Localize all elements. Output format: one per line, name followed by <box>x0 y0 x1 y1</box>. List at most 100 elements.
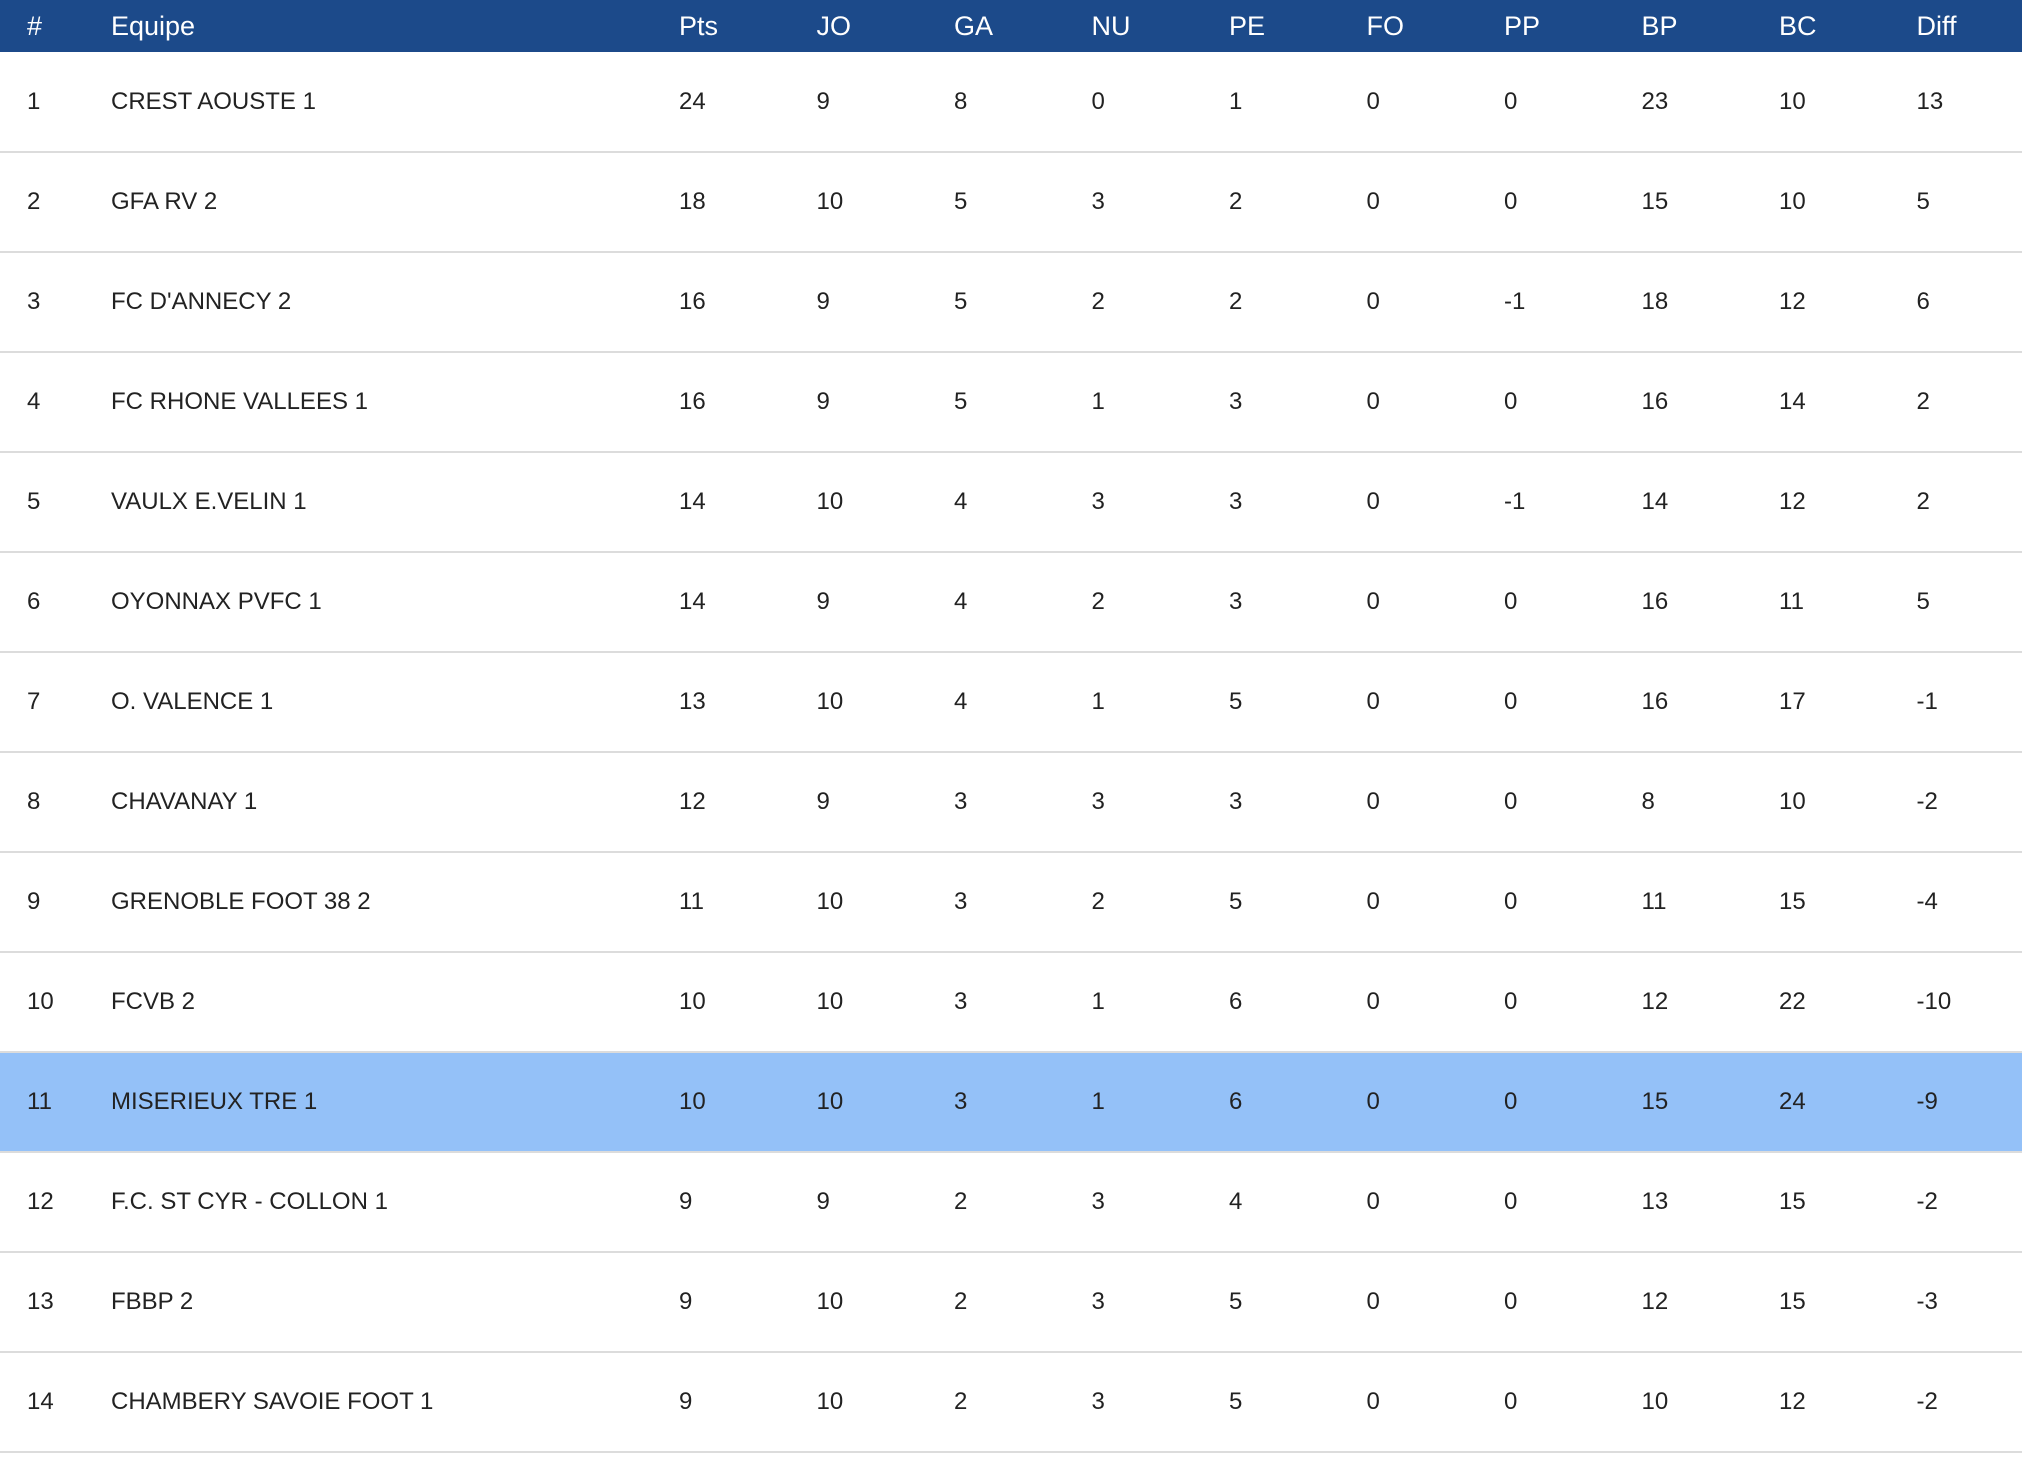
cell-ga: 8 <box>954 87 968 115</box>
cell-jo: 10 <box>816 188 844 215</box>
header-jo[interactable]: JO <box>816 10 852 41</box>
cell-jo: 9 <box>816 87 830 115</box>
cell-pts: 9 <box>679 1388 693 1415</box>
cell-pp: 0 <box>1504 188 1518 215</box>
cell-jo: 10 <box>816 488 844 515</box>
cell-rank: 3 <box>27 288 41 315</box>
cell-diff: 5 <box>1916 188 1930 215</box>
cell-team[interactable]: CHAVANAY 1 <box>111 788 258 815</box>
cell-bp: 12 <box>1641 1288 1669 1315</box>
cell-bp: 8 <box>1641 788 1655 815</box>
cell-jo: 9 <box>816 1188 830 1215</box>
cell-pe: 2 <box>1229 288 1243 315</box>
table-row[interactable]: 11 MISERIEUX TRE 1 10 10 3 1 6 0 0 15 24 -9 <box>0 1052 2022 1152</box>
cell-ga: 5 <box>954 188 968 215</box>
table-row[interactable]: 3 FC D'ANNECY 2 16 9 5 2 2 0 -1 18 12 6 <box>0 252 2022 352</box>
header-diff[interactable]: Diff <box>1916 10 1957 41</box>
cell-pe: 3 <box>1229 488 1243 515</box>
cell-diff: -9 <box>1916 1088 1938 1115</box>
cell-fo: 0 <box>1366 288 1380 315</box>
cell-pp: 0 <box>1504 588 1518 615</box>
cell-rank: 7 <box>27 688 41 715</box>
cell-pp: 0 <box>1504 788 1518 815</box>
cell-team[interactable]: VAULX E.VELIN 1 <box>111 488 307 515</box>
header-ga[interactable]: GA <box>954 10 994 41</box>
cell-fo: 0 <box>1366 888 1380 915</box>
table-row[interactable]: 8 CHAVANAY 1 12 9 3 3 3 0 0 8 10 -2 <box>0 752 2022 852</box>
cell-team[interactable]: CREST AOUSTE 1 <box>111 87 316 115</box>
header-pp[interactable]: PP <box>1504 10 1541 41</box>
table-row[interactable]: 12 F.C. ST CYR - COLLON 1 9 9 2 3 4 0 0 13 15 -2 <box>0 1152 2022 1252</box>
header-nu[interactable]: NU <box>1091 10 1131 41</box>
header-pe[interactable]: PE <box>1229 10 1266 41</box>
cell-bc: 15 <box>1779 1288 1806 1315</box>
cell-bc: 12 <box>1779 1388 1806 1415</box>
cell-bp: 11 <box>1641 888 1667 915</box>
cell-diff: -10 <box>1916 988 1952 1015</box>
cell-team[interactable]: FBBP 2 <box>111 1288 194 1315</box>
cell-team[interactable]: FC D'ANNECY 2 <box>111 288 292 315</box>
cell-jo: 10 <box>816 988 844 1015</box>
table-row[interactable]: 2 GFA RV 2 18 10 5 3 2 0 0 15 10 5 <box>0 152 2022 252</box>
cell-pe: 6 <box>1229 1088 1243 1115</box>
cell-team[interactable]: FCVB 2 <box>111 988 196 1015</box>
cell-jo: 10 <box>816 688 844 715</box>
cell-bp: 14 <box>1641 488 1669 515</box>
cell-nu: 1 <box>1091 688 1105 715</box>
cell-diff: 2 <box>1916 388 1930 415</box>
cell-fo: 0 <box>1366 788 1380 815</box>
table-row[interactable]: 4 FC RHONE VALLEES 1 16 9 5 1 3 0 0 16 14 2 <box>0 352 2022 452</box>
cell-team[interactable]: FC RHONE VALLEES 1 <box>111 388 368 415</box>
table-row[interactable]: 10 FCVB 2 10 10 3 1 6 0 0 12 22 -10 <box>0 952 2022 1052</box>
cell-diff: -3 <box>1916 1288 1938 1315</box>
header-rank[interactable]: # <box>27 10 43 41</box>
table-row[interactable]: 14 CHAMBERY SAVOIE FOOT 1 9 10 2 3 5 0 0 10 12 -2 <box>0 1352 2022 1452</box>
cell-pp: 0 <box>1504 1188 1518 1215</box>
cell-pts: 14 <box>679 488 706 515</box>
cell-fo: 0 <box>1366 188 1380 215</box>
cell-fo: 0 <box>1366 388 1380 415</box>
header-bc[interactable]: BC <box>1779 10 1817 41</box>
table-row[interactable]: 7 O. VALENCE 1 13 10 4 1 5 0 0 16 17 -1 <box>0 652 2022 752</box>
cell-team[interactable]: GFA RV 2 <box>111 188 218 215</box>
cell-pp: -1 <box>1504 288 1526 315</box>
cell-team[interactable]: GRENOBLE FOOT 38 2 <box>111 888 371 915</box>
cell-team[interactable]: O. VALENCE 1 <box>111 688 274 715</box>
cell-nu: 3 <box>1091 788 1105 815</box>
cell-bc: 10 <box>1779 87 1806 115</box>
cell-team[interactable]: OYONNAX PVFC 1 <box>111 588 322 615</box>
cell-pe: 3 <box>1229 788 1243 815</box>
header-pts[interactable]: Pts <box>679 10 719 41</box>
table-row[interactable]: 5 VAULX E.VELIN 1 14 10 4 3 3 0 -1 14 12 2 <box>0 452 2022 552</box>
cell-pp: 0 <box>1504 87 1518 115</box>
table-row[interactable]: 13 FBBP 2 9 10 2 3 5 0 0 12 15 -3 <box>0 1252 2022 1352</box>
table-row[interactable]: 6 OYONNAX PVFC 1 14 9 4 2 3 0 0 16 11 5 <box>0 552 2022 652</box>
cell-team[interactable]: F.C. ST CYR - COLLON 1 <box>111 1188 388 1215</box>
cell-jo: 10 <box>816 1288 844 1315</box>
header-bp[interactable]: BP <box>1641 10 1678 41</box>
cell-pts: 11 <box>679 888 704 915</box>
cell-diff: -2 <box>1916 1188 1938 1215</box>
cell-pp: 0 <box>1504 1388 1518 1415</box>
cell-nu: 3 <box>1091 1188 1105 1215</box>
cell-diff: -2 <box>1916 1388 1938 1415</box>
cell-team[interactable]: CHAMBERY SAVOIE FOOT 1 <box>111 1388 434 1415</box>
cell-ga: 4 <box>954 688 968 715</box>
cell-pp: 0 <box>1504 988 1518 1015</box>
header-fo[interactable]: FO <box>1366 10 1405 41</box>
table-row[interactable]: 9 GRENOBLE FOOT 38 2 11 10 3 2 5 0 0 11 15 -4 <box>0 852 2022 952</box>
cell-nu: 2 <box>1091 888 1105 915</box>
cell-pe: 5 <box>1229 888 1243 915</box>
cell-team[interactable]: MISERIEUX TRE 1 <box>111 1088 318 1115</box>
header-team[interactable]: Equipe <box>111 10 196 41</box>
cell-pp: 0 <box>1504 1088 1518 1115</box>
cell-pts: 16 <box>679 388 706 415</box>
cell-bc: 17 <box>1779 688 1806 715</box>
cell-diff: 6 <box>1916 288 1930 315</box>
cell-jo: 9 <box>816 388 830 415</box>
table-row[interactable]: 1 CREST AOUSTE 1 24 9 8 0 1 0 0 23 10 13 <box>0 52 2022 152</box>
cell-rank: 4 <box>27 388 41 415</box>
cell-rank: 2 <box>27 188 41 215</box>
cell-rank: 13 <box>27 1288 54 1315</box>
